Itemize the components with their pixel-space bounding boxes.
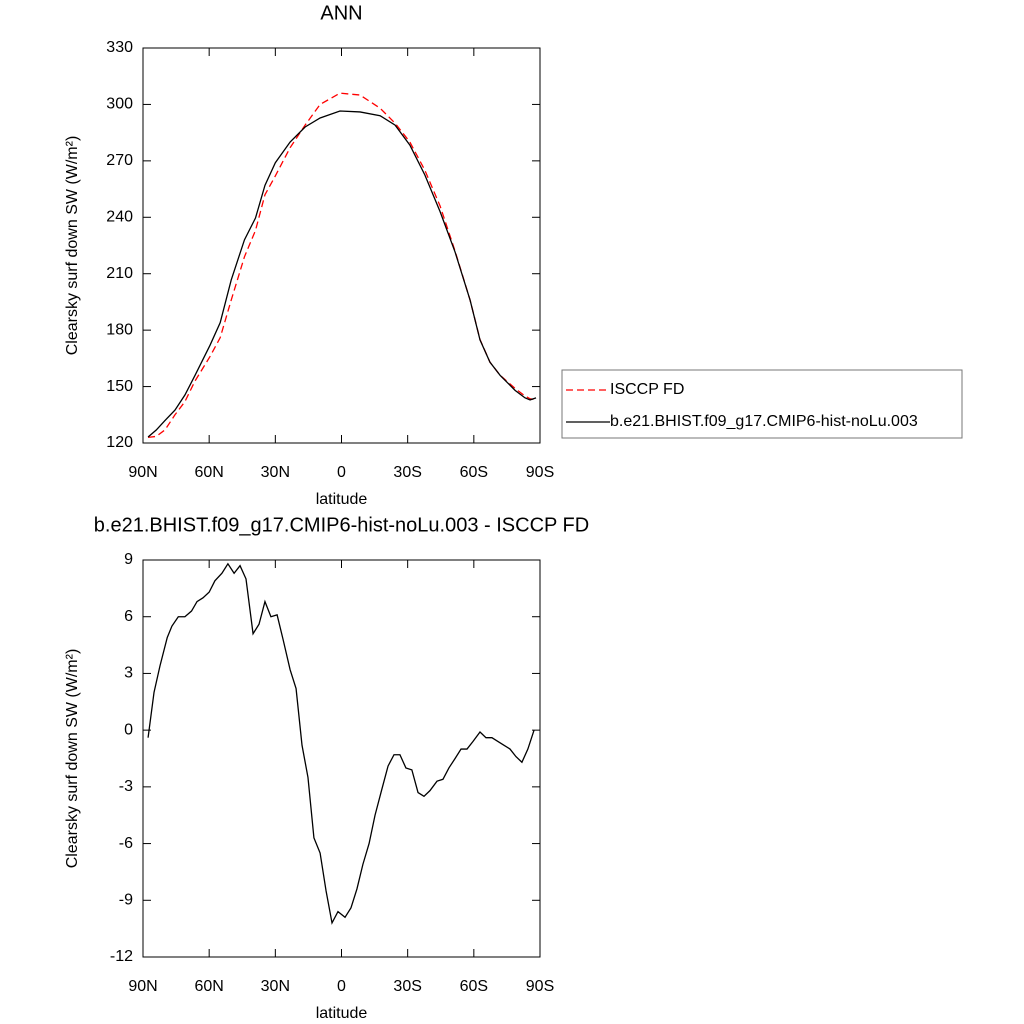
plot-frame [142,47,541,444]
y-tick-label: -9 [119,892,133,909]
x-tick-label: 30N [261,464,290,481]
data-line [147,562,535,925]
y-tick-label: 120 [106,434,133,451]
x-tick-label: 30S [393,464,421,481]
x-tick-label: 90N [128,464,157,481]
plot-frame [142,559,541,958]
legend-label: b.e21.BHIST.f09_g17.CMIP6-hist-noLu.003 [610,413,918,430]
x-tick-label: 30S [393,978,421,995]
y-tick-label: 240 [106,209,133,226]
x-tick-label: 0 [337,978,346,995]
x-tick-label: 60N [194,978,223,995]
y-tick-label: 9 [124,551,133,568]
x-tick-label: 60S [460,464,488,481]
legend-label: ISCCP FD [610,381,684,398]
x-tick-label: 0 [337,464,346,481]
x-tick-label: 90S [526,464,554,481]
y-tick-label: 180 [106,321,133,338]
chart-title: ANN [320,2,362,24]
y-tick-label: 330 [106,39,133,56]
y-tick-label: -12 [110,948,133,965]
chart-title: b.e21.BHIST.f09_g17.CMIP6-hist-noLu.003 … [94,514,589,536]
y-tick-label: -3 [119,778,133,795]
y-tick-label: 6 [124,608,133,625]
y-tick-label: 210 [106,265,133,282]
y-axis-label: Clearsky surf down SW (W/m²) [64,649,81,869]
y-tick-label: 0 [124,721,133,738]
x-tick-label: 90N [128,978,157,995]
y-tick-label: -6 [119,835,133,852]
x-tick-label: 60N [194,464,223,481]
data-line [147,92,537,439]
x-tick-label: 60S [460,978,488,995]
data-line [147,110,537,438]
y-tick-label: 3 [124,665,133,682]
y-tick-label: 150 [106,378,133,395]
x-tick-label: 90S [526,978,554,995]
y-tick-label: 300 [106,96,133,113]
x-tick-label: 30N [261,978,290,995]
legend-box [561,369,963,439]
x-axis-label: latitude [316,1005,368,1022]
x-axis-label: latitude [316,491,368,508]
y-tick-label: 270 [106,152,133,169]
y-axis-label: Clearsky surf down SW (W/m²) [64,136,81,356]
